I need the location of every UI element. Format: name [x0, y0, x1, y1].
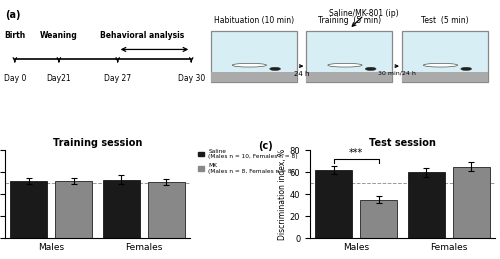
- Text: Day 27: Day 27: [104, 74, 132, 83]
- Bar: [316, 170, 352, 238]
- Ellipse shape: [366, 67, 376, 70]
- Text: Weaning: Weaning: [40, 31, 78, 40]
- Ellipse shape: [424, 63, 458, 67]
- Text: Day 30: Day 30: [178, 74, 205, 83]
- Bar: [10, 181, 48, 238]
- Text: 24 h: 24 h: [294, 71, 309, 77]
- Text: Habituation (10 min): Habituation (10 min): [214, 16, 294, 25]
- Y-axis label: Discrimination index, %: Discrimination index, %: [278, 149, 287, 240]
- Text: (c): (c): [258, 141, 273, 151]
- Text: Test  (5 min): Test (5 min): [421, 16, 469, 25]
- Ellipse shape: [232, 63, 266, 67]
- FancyBboxPatch shape: [402, 31, 488, 82]
- FancyBboxPatch shape: [211, 72, 296, 82]
- Ellipse shape: [328, 63, 362, 67]
- Bar: [102, 180, 140, 238]
- Title: Test session: Test session: [369, 138, 436, 148]
- Text: ***: ***: [349, 148, 364, 158]
- Bar: [408, 172, 445, 238]
- Text: Saline/MK-801 (ip): Saline/MK-801 (ip): [329, 9, 398, 18]
- Text: Day 0: Day 0: [4, 74, 26, 83]
- FancyBboxPatch shape: [306, 31, 392, 82]
- Legend: Saline
(Males n = 10, Females n = 8), MK
(Males n = 8, Females n = 8): Saline (Males n = 10, Females n = 8), MK…: [198, 149, 298, 174]
- Bar: [148, 182, 184, 238]
- FancyBboxPatch shape: [402, 72, 488, 82]
- Bar: [55, 181, 92, 238]
- Text: 30 min/24 h: 30 min/24 h: [378, 71, 416, 76]
- Text: (a): (a): [5, 10, 20, 20]
- Title: Training session: Training session: [53, 138, 142, 148]
- Bar: [452, 167, 490, 238]
- FancyBboxPatch shape: [306, 72, 392, 82]
- Text: Day21: Day21: [46, 74, 71, 83]
- Bar: [360, 200, 398, 238]
- Ellipse shape: [461, 67, 471, 70]
- Text: Training  (5 min): Training (5 min): [318, 16, 381, 25]
- Ellipse shape: [270, 67, 280, 70]
- FancyBboxPatch shape: [211, 31, 296, 82]
- Text: Behavioral analysis: Behavioral analysis: [100, 31, 184, 40]
- Text: Birth: Birth: [4, 31, 26, 40]
